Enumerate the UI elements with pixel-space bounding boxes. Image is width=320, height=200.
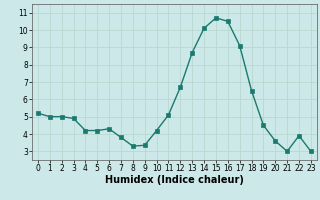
X-axis label: Humidex (Indice chaleur): Humidex (Indice chaleur) <box>105 175 244 185</box>
